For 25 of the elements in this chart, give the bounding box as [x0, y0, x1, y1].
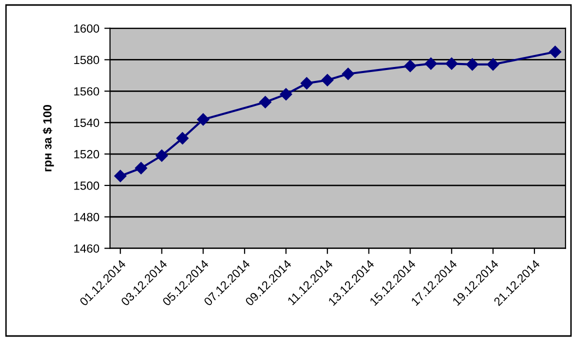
point [486, 58, 500, 71]
point [156, 149, 168, 162]
y-tick-label: 1500 [74, 181, 100, 190]
point [259, 96, 272, 108]
point [446, 58, 458, 70]
y-tick-label: 1520 [74, 150, 100, 158]
point [549, 46, 562, 58]
point [342, 68, 354, 80]
y-axis-title: грн за $ 100 [42, 104, 54, 172]
y-tick-label: 1460 [74, 244, 100, 253]
y-tick-label: 1560 [74, 87, 100, 96]
point [197, 113, 210, 126]
point [300, 77, 313, 90]
point [424, 58, 438, 70]
point [114, 170, 126, 182]
y-tick-label: 1480 [74, 212, 100, 222]
y-tick-label: 1540 [74, 118, 100, 127]
point [134, 162, 148, 174]
point [404, 60, 416, 72]
y-tick-label: 1580 [74, 56, 100, 64]
point [466, 58, 478, 71]
point [176, 132, 189, 144]
point [280, 88, 292, 100]
point [321, 74, 334, 86]
y-tick-label: 1600 [74, 24, 100, 33]
